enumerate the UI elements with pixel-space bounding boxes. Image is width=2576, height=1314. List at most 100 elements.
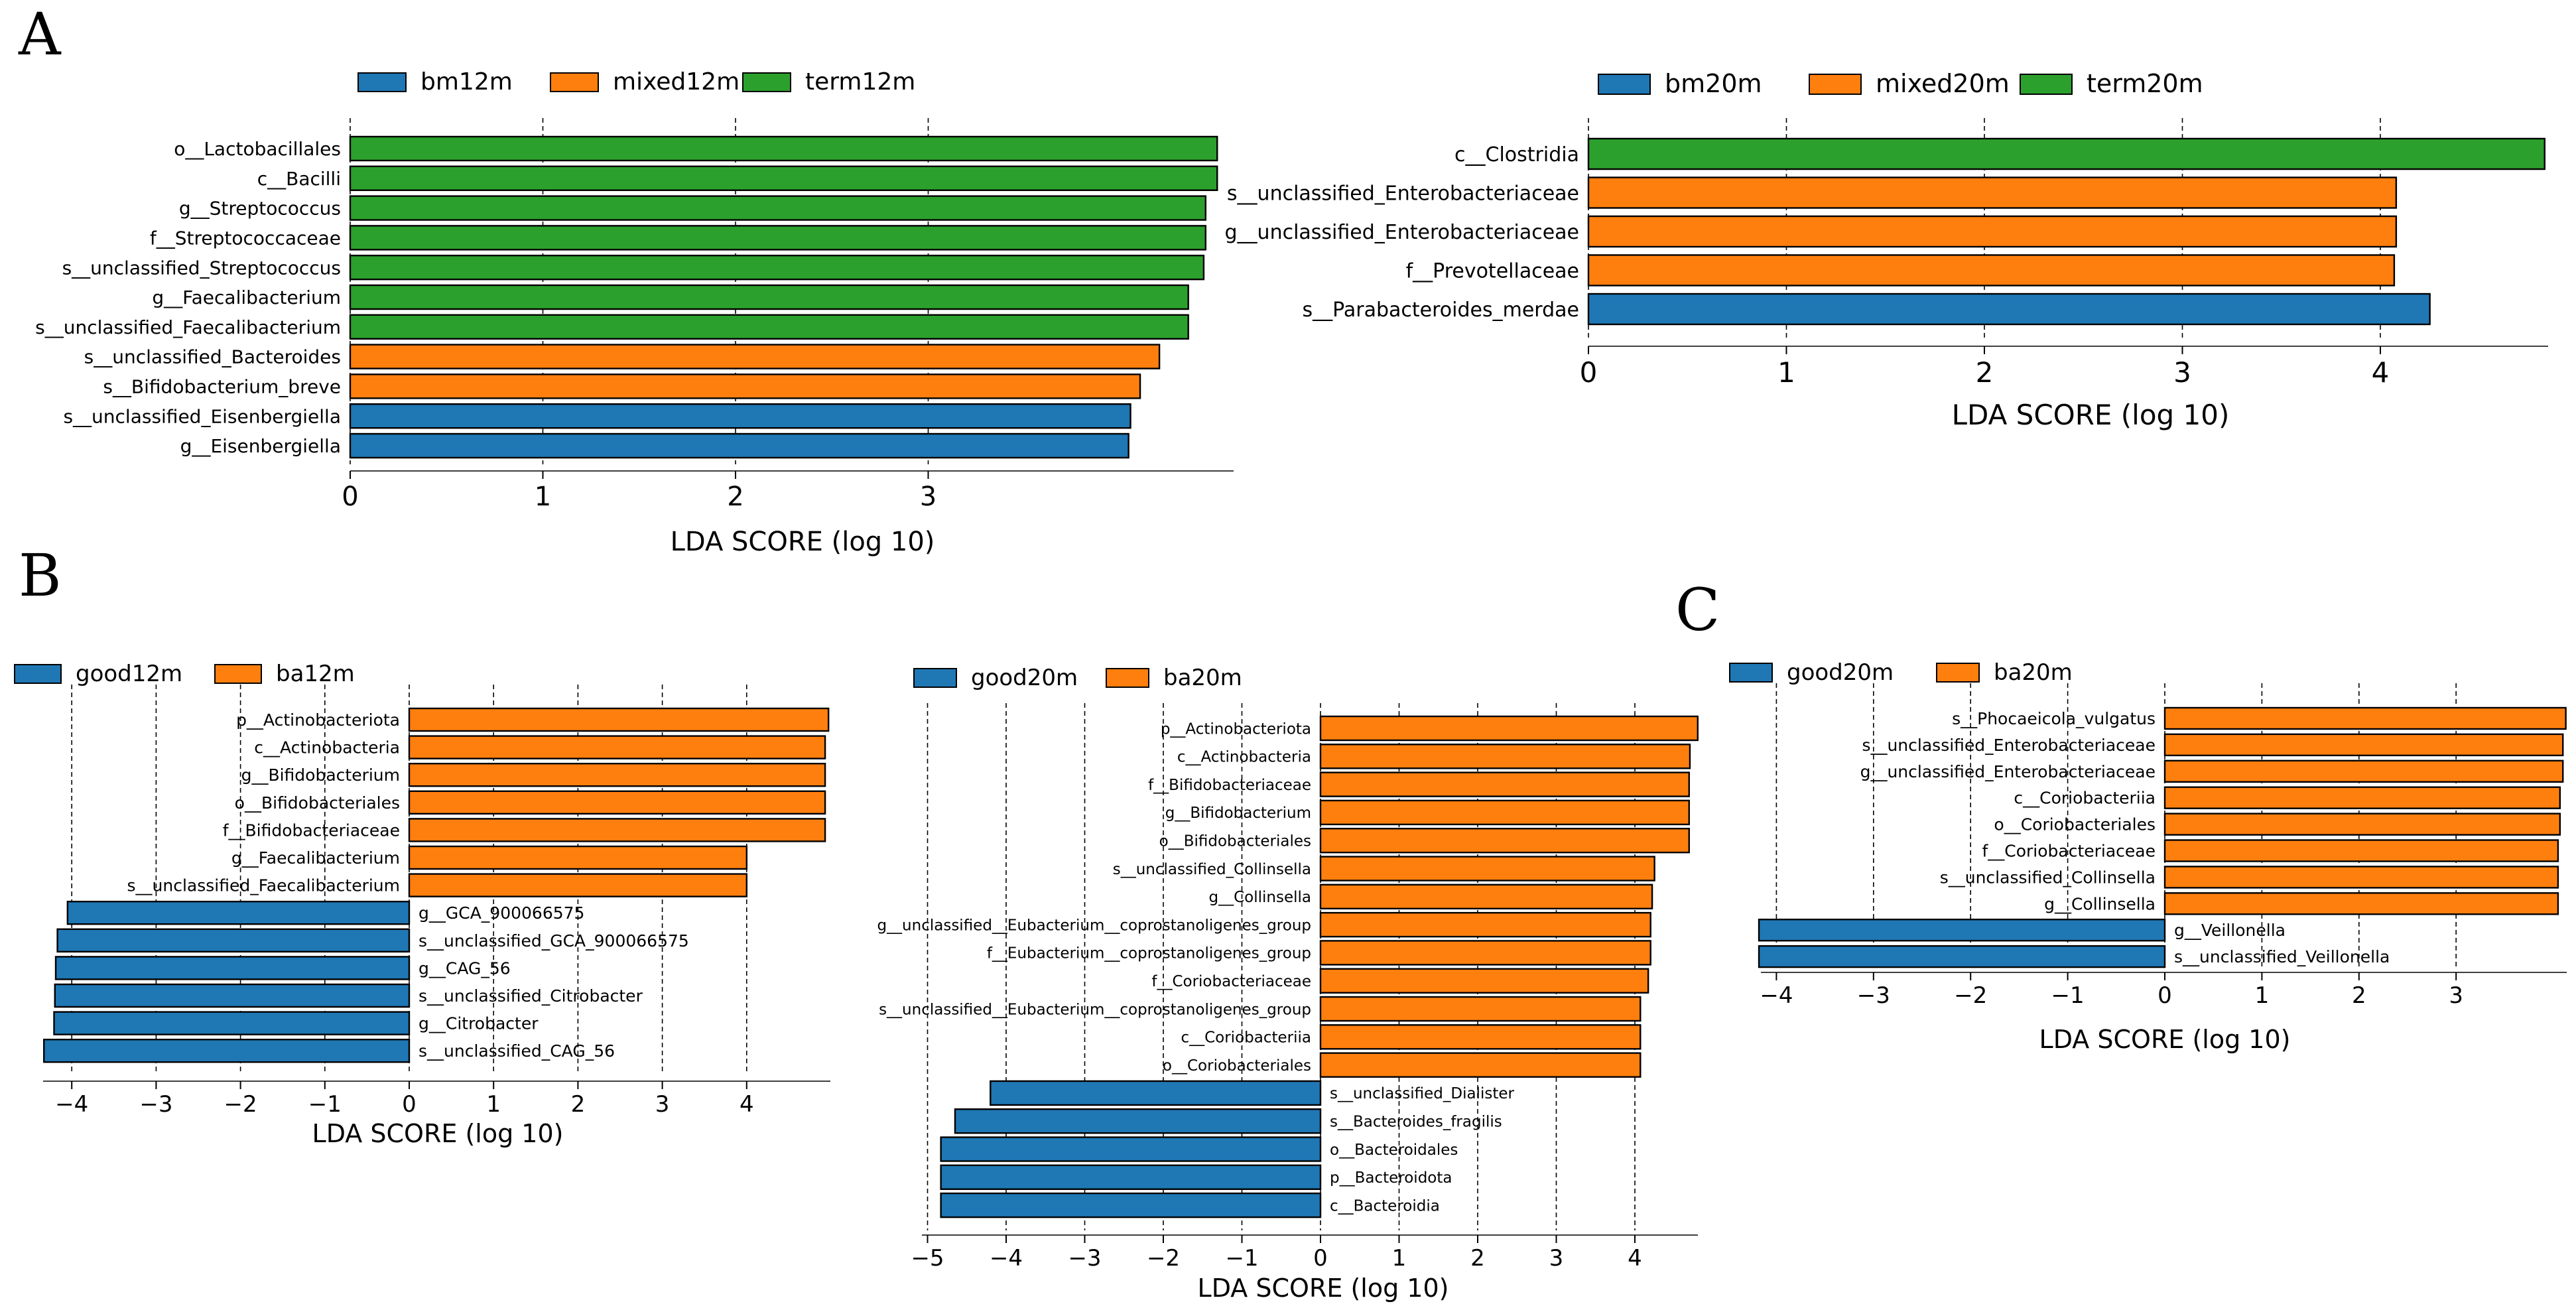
x-tick-label: 0: [402, 1091, 417, 1118]
bar-label-c__Actinobacteria: c__Actinobacteria: [1177, 749, 1311, 766]
bar-s__unclassified_Enterobacteriaceae: [2163, 733, 2564, 757]
bar-label-o__Bacteroidales: o__Bacteroidales: [1330, 1142, 1458, 1159]
bar-label-g__Collinsella: g__Collinsella: [2044, 894, 2156, 913]
x-tick-label: 3: [2173, 356, 2191, 389]
legend-swatch-term12m: [742, 72, 791, 92]
bar-label-f__Streptococcaceae: f__Streptococcaceae: [150, 227, 341, 249]
legend-swatch-ba12m: [214, 664, 262, 684]
bar-s__unclassified_Streptococcus: [349, 255, 1205, 281]
bar-s__unclassified_Bacteroides: [349, 344, 1161, 369]
x-tick-label: 2: [1976, 356, 1994, 389]
bar-f__Bifidobacteriaceae: [408, 818, 826, 842]
bar-label-p__Actinobacteriota: p__Actinobacteriota: [236, 710, 400, 730]
bar-label-g__Citrobacter: g__Citrobacter: [419, 1014, 539, 1033]
bar-s__Bacteroides_fragilis: [954, 1108, 1322, 1134]
bar-s__unclassified_Collinsella: [2163, 866, 2559, 889]
bar-o__Bifidobacteriales: [1319, 827, 1690, 854]
bar-label-f__Bifidobacteriaceae: f__Bifidobacteriaceae: [223, 821, 400, 840]
bar-label-s__unclassified_GCA_900066575: s__unclassified_GCA_900066575: [419, 931, 689, 951]
x-tick-label: −3: [139, 1091, 172, 1118]
bar-label-s__unclassified_Dialister: s__unclassified_Dialister: [1330, 1085, 1514, 1102]
x-axis-title: LDA SCORE (log 10): [1198, 1274, 1449, 1303]
x-tick-label: −5: [911, 1245, 944, 1272]
bar-o__Coriobacteriales: [1319, 1052, 1642, 1078]
bar-label-f__Bifidobacteriaceae: f__Bifidobacteriaceae: [1148, 777, 1311, 794]
bar-label-o__Coriobacteriales: o__Coriobacteriales: [1994, 815, 2156, 834]
x-tick-label: −2: [1954, 982, 1987, 1009]
bar-label-c__Bacteroidia: c__Bacteroidia: [1330, 1197, 1440, 1215]
bar-label-s__unclassified_Faecalibacterium: s__unclassified_Faecalibacterium: [127, 876, 401, 895]
bar-p__Actinobacteriota: [1319, 715, 1699, 742]
bar-label-g__Collinsella: g__Collinsella: [1209, 889, 1312, 906]
bar-c__Coriobacteriia: [1319, 1024, 1642, 1050]
bar-label-g__Faecalibacterium: g__Faecalibacterium: [231, 848, 400, 868]
bar-label-s__unclassified_CAG_56: s__unclassified_CAG_56: [419, 1041, 615, 1061]
bar-f__Eubacterium__coprostanoligenes_group: [1319, 940, 1651, 966]
legend-label-term12m: term12m: [805, 68, 915, 96]
bar-s__unclassified_GCA_900066575: [56, 928, 411, 953]
bar-g__Bifidobacterium: [408, 762, 826, 787]
bar-c__Bacilli: [349, 165, 1218, 192]
bar-label-s__unclassified_Enterobacteriaceae: s__unclassified_Enterobacteriaceae: [1862, 736, 2156, 755]
legend-swatch-bm20m: [1598, 74, 1651, 95]
bar-p__Actinobacteriota: [408, 707, 830, 732]
bar-g__Faecalibacterium: [408, 845, 747, 870]
x-tick-label: −2: [224, 1091, 257, 1118]
bar-label-g__Eisenbergiella: g__Eisenbergiella: [180, 435, 341, 457]
x-tick-label: −4: [990, 1245, 1023, 1272]
x-tick-label: 1: [1777, 356, 1795, 389]
x-tick-label: 4: [740, 1091, 754, 1118]
bar-label-g__Bifidobacterium: g__Bifidobacterium: [241, 765, 400, 785]
bar-label-s__unclassified_Veillonella: s__unclassified_Veillonella: [2174, 947, 2390, 966]
x-tick-label: 3: [2449, 982, 2463, 1009]
x-tick-label: 1: [2255, 982, 2270, 1009]
bar-c__Actinobacteria: [408, 735, 826, 759]
panel-label-b: B: [19, 541, 62, 610]
bar-c__Actinobacteria: [1319, 744, 1691, 769]
x-tick-label: 1: [1392, 1245, 1407, 1272]
bar-c__Coriobacteriia: [2163, 786, 2561, 809]
legend-label-mixed12m: mixed12m: [613, 68, 740, 96]
bar-label-g__unclassified_Enterobacteriaceae: g__unclassified_Enterobacteriaceae: [1860, 762, 2156, 781]
bar-label-s__Phocaeicola_vulgatus: s__Phocaeicola_vulgatus: [1952, 709, 2156, 728]
bar-label-s__unclassified_Enterobacteriaceae: s__unclassified_Enterobacteriaceae: [1227, 182, 1579, 205]
bar-c__Clostridia: [1587, 137, 2545, 170]
bar-s__unclassified_Faecalibacterium: [408, 873, 747, 897]
bar-s__Phocaeicola_vulgatus: [2163, 706, 2567, 730]
bar-label-s__unclassified_Bacteroides: s__unclassified_Bacteroides: [84, 346, 341, 368]
x-tick-label: 2: [727, 482, 743, 512]
x-tick-label: 3: [1549, 1245, 1564, 1272]
bar-g__Veillonella: [1758, 918, 2166, 942]
bar-g__unclassified_Enterobacteriaceae: [2163, 759, 2564, 783]
x-tick-label: 0: [1580, 356, 1598, 389]
bar-g__CAG_56: [54, 956, 411, 980]
bar-o__Bifidobacteriales: [408, 790, 826, 815]
bar-label-s__unclassified__Eubacterium__coprostanoligenes_group: s__unclassified__Eubacterium__coprostano…: [879, 1001, 1311, 1018]
bar-g__GCA_900066575: [66, 900, 411, 925]
legend-swatch-term20m: [2020, 74, 2073, 95]
x-tick-label: −4: [1760, 982, 1793, 1009]
bar-f__Coriobacteriaceae: [2163, 839, 2559, 862]
legend-label-ba12m: ba12m: [276, 661, 355, 687]
bar-s__unclassified_Citrobacter: [54, 983, 411, 1008]
x-tick-label: −1: [308, 1091, 342, 1118]
bar-o__Lactobacillales: [349, 135, 1218, 162]
legend-label-good12m: good12m: [76, 661, 182, 687]
bar-s__Parabacteroides_merdae: [1587, 293, 2431, 326]
x-tick-label: 1: [535, 482, 551, 512]
bar-label-o__Coriobacteriales: o__Coriobacteriales: [1163, 1057, 1311, 1075]
legend-swatch-ba20m: [1106, 668, 1149, 688]
bar-g__unclassified__Eubacterium__coprostanoligenes_group: [1319, 911, 1651, 938]
bar-label-c__Bacilli: c__Bacilli: [257, 168, 341, 190]
legend-label-term20m: term20m: [2087, 69, 2203, 98]
bar-label-c__Actinobacteria: c__Actinobacteria: [254, 738, 400, 757]
bar-g__unclassified_Enterobacteriaceae: [1587, 215, 2398, 248]
legend-label-ba20m: ba20m: [1163, 665, 1242, 691]
x-tick-label: −1: [1225, 1245, 1258, 1272]
panel-label-a: A: [18, 0, 62, 68]
chart-a1: bm12m mixed12m term12m o__Lactobacillales c_…: [35, 68, 1234, 557]
x-tick-label: −2: [1147, 1245, 1180, 1272]
bar-label-g__Veillonella: g__Veillonella: [2174, 921, 2286, 940]
bar-label-s__unclassified_Collinsella: s__unclassified_Collinsella: [1113, 861, 1311, 878]
